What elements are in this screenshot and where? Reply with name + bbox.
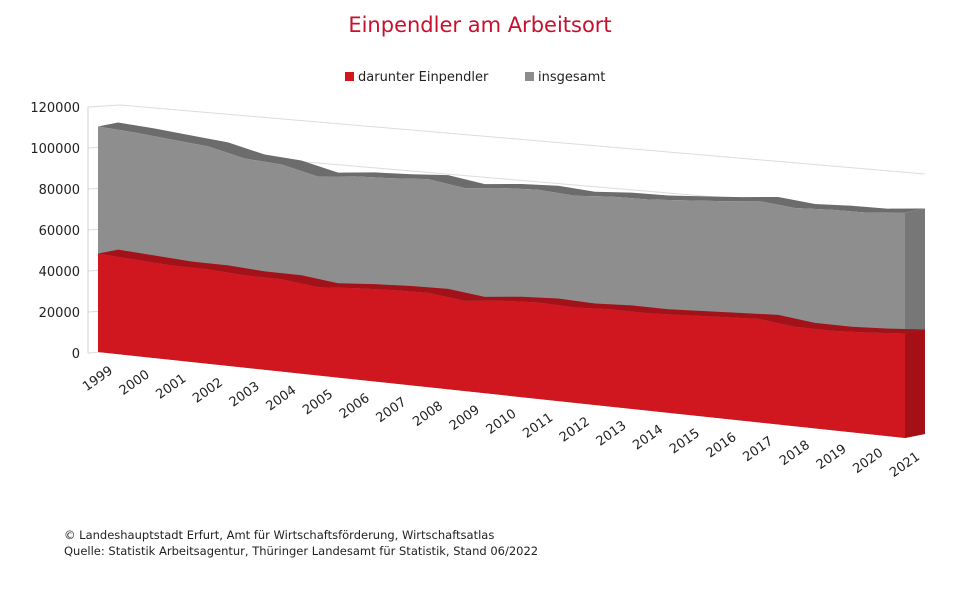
legend-swatch-insgesamt (525, 72, 534, 81)
x-tick-label: 2008 (410, 399, 446, 430)
x-tick-label: 2012 (557, 414, 593, 445)
x-tick-label: 2019 (814, 442, 850, 473)
gridline (119, 104, 926, 175)
x-tick-label: 2020 (850, 446, 886, 477)
x-tick-label: 2015 (667, 426, 703, 457)
x-tick-label: 2016 (704, 430, 740, 461)
x-tick-label: 2000 (117, 367, 153, 398)
x-tick-label: 2021 (887, 449, 923, 480)
legend: darunter Einpendler insgesamt (345, 70, 605, 85)
copyright-note: © Landeshauptstadt Erfurt, Amt für Wirts… (64, 528, 495, 542)
x-tick-label: 2018 (777, 438, 813, 469)
y-tick-label: 60000 (39, 224, 80, 239)
y-tick-label: 0 (72, 347, 80, 362)
y-axis-ticks: 0 20000 40000 60000 80000 100000 120000 (30, 101, 80, 362)
x-tick-label: 1999 (80, 363, 116, 394)
x-tick-label: 2011 (520, 410, 556, 441)
x-tick-label: 2010 (484, 406, 520, 437)
x-tick-label: 2002 (190, 375, 226, 406)
y-tick-label: 40000 (39, 265, 80, 280)
gridline-side (87, 104, 121, 108)
einpendler-side-cap (905, 329, 925, 438)
x-tick-label: 2004 (264, 383, 300, 414)
source-note: Quelle: Statistik Arbeitsagentur, Thürin… (64, 544, 539, 558)
x-tick-label: 2006 (337, 391, 373, 422)
x-tick-label: 2001 (153, 371, 189, 402)
einpendler-top-surface (98, 249, 925, 334)
x-tick-label: 2014 (630, 422, 666, 453)
chart-title: Einpendler am Arbeitsort (348, 13, 611, 37)
y-tick-label: 120000 (30, 101, 80, 116)
legend-swatch-einpendler (345, 72, 354, 81)
x-tick-label: 2005 (300, 387, 336, 418)
legend-label-insgesamt: insgesamt (538, 70, 605, 85)
legend-label-einpendler: darunter Einpendler (358, 70, 489, 85)
data-areas (98, 122, 925, 438)
x-tick-label: 2017 (740, 434, 776, 465)
x-tick-label: 2003 (227, 379, 263, 410)
x-tick-label: 2013 (594, 418, 630, 449)
x-tick-label: 2007 (374, 395, 410, 426)
y-tick-label: 100000 (30, 142, 80, 157)
einpendler-area (98, 253, 905, 438)
x-tick-label: 2009 (447, 403, 483, 434)
y-tick-label: 20000 (39, 306, 80, 321)
y-tick-label: 80000 (39, 183, 80, 198)
